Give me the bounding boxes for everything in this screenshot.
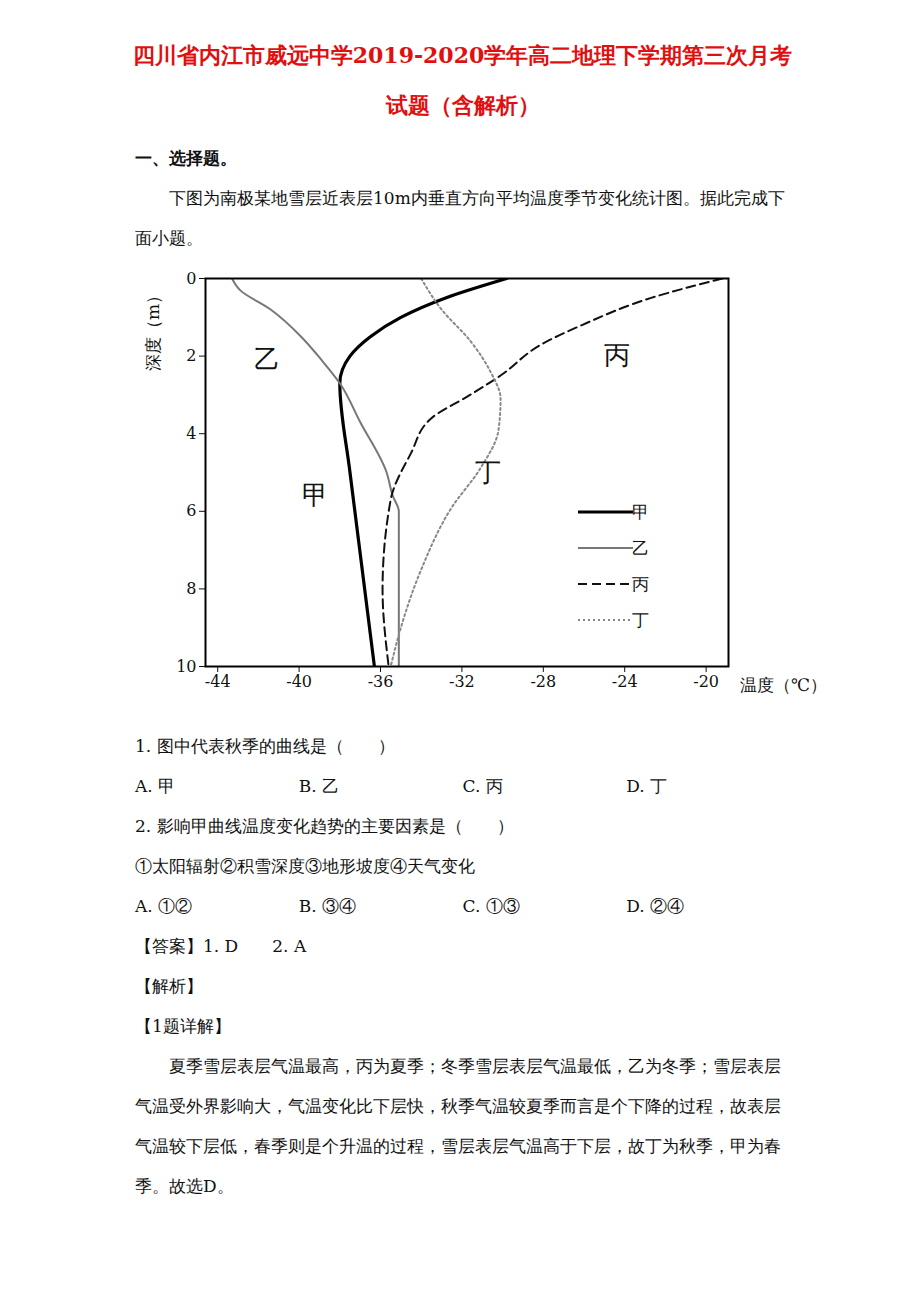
svg-text:0: 0 (186, 269, 196, 288)
svg-text:丙: 丙 (632, 574, 649, 594)
html-text:A. 甲: A. 甲 (135, 776, 176, 796)
svg-text:-36: -36 (368, 672, 394, 691)
html-text:四川省内江市威远中学2019-2020学年高二地理下学期第三: 四川省内江市威远中学2019-2020学年高二地理下学期第三次月考试题（含解析） (132, 42, 793, 118)
svg-text:甲: 甲 (632, 502, 649, 522)
svg-text:-28: -28 (530, 672, 556, 691)
html-text:下图为南极某地雪层近表层10m内垂直方向平均温度季节变化统计: 下图为南极某地雪层近表层10m内垂直方向平均温度季节变化统计图。据此完成下面小题… (135, 188, 785, 248)
html-text:B. ③④: B. ③④ (298, 896, 357, 916)
svg-text:乙: 乙 (254, 344, 280, 374)
html-text:一、选择题。: 一、选择题。 (135, 148, 237, 168)
svg-text:-24: -24 (612, 672, 638, 691)
svg-text:丁: 丁 (475, 457, 501, 487)
html-text:2. 影响甲曲线温度变化趋势的主要因素是（ ）: 2. 影响甲曲线温度变化趋势的主要因素是（ ） (135, 816, 514, 836)
html-text:【解析】: 【解析】 (135, 976, 203, 996)
svg-text:6: 6 (186, 501, 196, 520)
svg-text:丙: 丙 (604, 340, 630, 370)
html-text:C. ①③: C. ①③ (462, 896, 520, 916)
html-text:【答案】1. D 2. A: 【答案】1. D 2. A (135, 936, 307, 956)
html-text:1. 图中代表秋季的曲线是（ ）: 1. 图中代表秋季的曲线是（ ） (135, 736, 395, 756)
html-text:【1题详解】: 【1题详解】 (135, 1016, 231, 1036)
html-text:A. ①②: A. ①② (135, 896, 193, 916)
html-text:夏季雪层表层气温最高，丙为夏季；冬季雪层表层气温最低，乙为冬: 夏季雪层表层气温最高，丙为夏季；冬季雪层表层气温最低，乙为冬季；雪层表层气温受外… (135, 1056, 781, 1196)
svg-text:-20: -20 (693, 672, 719, 691)
svg-text:-44: -44 (205, 672, 231, 691)
svg-text:2: 2 (186, 346, 196, 365)
svg-text:乙: 乙 (632, 538, 649, 558)
svg-text:10: 10 (176, 657, 196, 676)
svg-text:4: 4 (186, 424, 196, 443)
html-text:D. ②④: D. ②④ (626, 896, 685, 916)
svg-text:-40: -40 (286, 672, 312, 691)
svg-text:-32: -32 (449, 672, 475, 691)
html-text:温度（℃）: 温度（℃） (740, 675, 827, 695)
html-text:①太阳辐射②积雪深度③地形坡度④天气变化: ①太阳辐射②积雪深度③地形坡度④天气变化 (135, 856, 475, 876)
svg-text:8: 8 (186, 579, 196, 598)
html-text:D. 丁: D. 丁 (626, 776, 668, 796)
svg-text:丁: 丁 (632, 610, 649, 630)
html-text:B. 乙: B. 乙 (298, 776, 340, 796)
html-text:深度（m）: 深度（m） (143, 286, 163, 371)
svg-text:甲: 甲 (302, 480, 328, 510)
html-text:C. 丙: C. 丙 (462, 776, 503, 796)
